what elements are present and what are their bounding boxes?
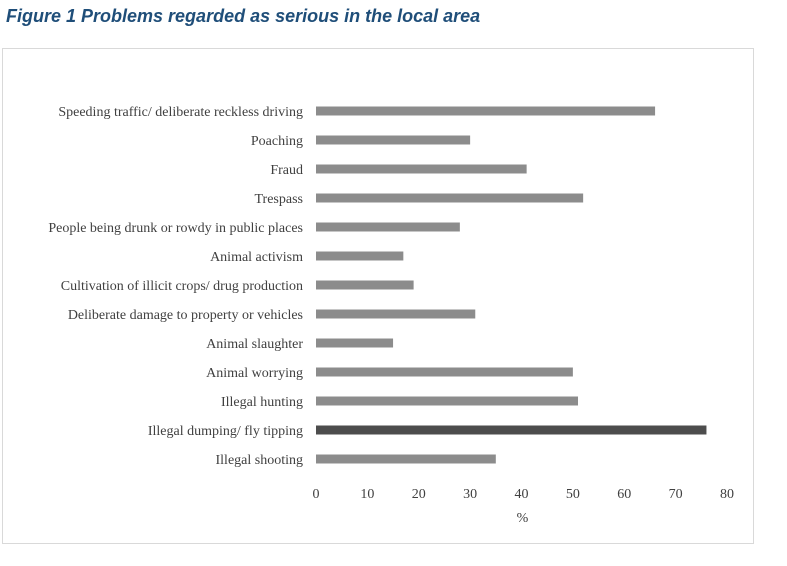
bar <box>316 193 584 203</box>
figure-title: Figure 1 Problems regarded as serious in… <box>6 6 481 26</box>
chart-frame <box>2 48 754 544</box>
x-tick-label: 40 <box>515 487 529 502</box>
bar <box>316 251 404 261</box>
category-label: People being drunk or rowdy in public pl… <box>48 221 303 236</box>
x-axis-title: % <box>517 511 529 526</box>
category-label: Speeding traffic/ deliberate reckless dr… <box>58 105 303 120</box>
category-label: Poaching <box>251 134 303 149</box>
category-label: Illegal hunting <box>221 395 303 410</box>
category-label: Animal slaughter <box>206 337 303 352</box>
bar <box>316 425 707 435</box>
bar <box>316 106 656 116</box>
bar <box>316 367 573 377</box>
category-label: Cultivation of illicit crops/ drug produ… <box>61 279 303 294</box>
x-tick-label: 20 <box>412 487 426 502</box>
x-tick-label: 50 <box>566 487 580 502</box>
bar <box>316 309 476 319</box>
bar <box>316 396 579 406</box>
bar <box>316 454 496 464</box>
category-label: Illegal shooting <box>216 453 304 468</box>
category-label: Fraud <box>270 163 303 178</box>
x-tick-label: 60 <box>617 487 631 502</box>
x-tick-label: 0 <box>313 487 320 502</box>
category-label: Animal worrying <box>206 366 303 381</box>
x-tick-label: 70 <box>669 487 683 502</box>
category-label: Trespass <box>255 192 304 207</box>
x-tick-label: 10 <box>360 487 374 502</box>
x-tick-label: 30 <box>463 487 477 502</box>
category-label: Animal activism <box>210 250 303 265</box>
bar <box>316 222 460 232</box>
category-label: Deliberate damage to property or vehicle… <box>68 308 303 323</box>
bar <box>316 338 394 348</box>
category-label: Illegal dumping/ fly tipping <box>148 424 303 439</box>
x-tick-label: 80 <box>720 487 734 502</box>
bar <box>316 135 471 145</box>
bar <box>316 280 414 290</box>
bar <box>316 164 527 174</box>
